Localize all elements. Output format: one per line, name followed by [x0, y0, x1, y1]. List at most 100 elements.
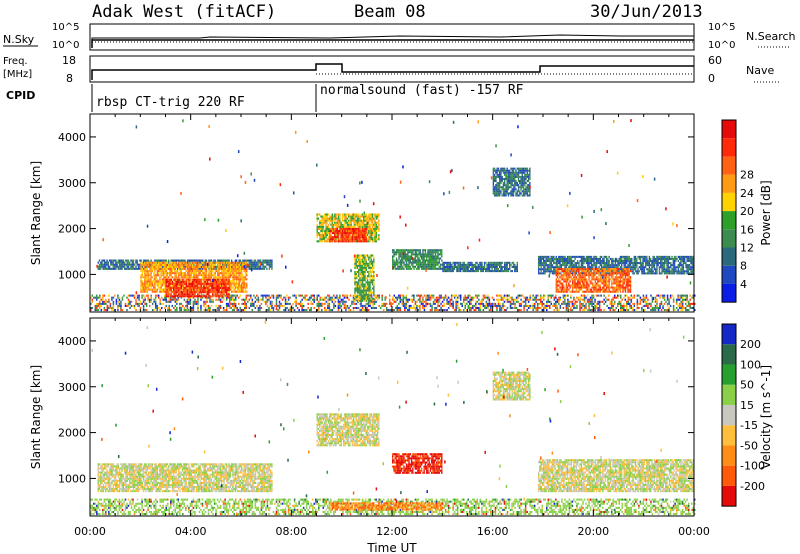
data-cell: [170, 280, 172, 283]
data-cell: [373, 277, 375, 280]
data-cell: [199, 295, 201, 298]
noise-cell: [127, 300, 130, 303]
data-cell: [358, 215, 360, 218]
data-cell: [214, 287, 216, 290]
noise-cell: [632, 309, 634, 312]
noise-cell: [333, 294, 335, 297]
noise-cell: [555, 306, 557, 310]
data-cell: [214, 259, 216, 262]
data-cell: [170, 272, 172, 275]
data-cell: [237, 290, 239, 293]
data-cell: [257, 261, 259, 264]
noise-cell: [583, 298, 586, 301]
noise-cell: [360, 304, 362, 307]
data-cell: [150, 268, 152, 271]
data-cell: [374, 236, 376, 239]
data-cell: [358, 268, 360, 271]
data-cell: [227, 268, 229, 271]
data-cell: [349, 225, 351, 228]
noise-cell: [438, 304, 441, 307]
data-cell: [243, 278, 245, 281]
noise-cell: [218, 298, 220, 301]
data-cell: [193, 287, 195, 290]
data-cell: [218, 272, 220, 275]
noise-cell: [464, 298, 466, 301]
noise-cell: [423, 306, 426, 310]
data-cell: [358, 217, 360, 220]
data-cell: [203, 272, 205, 275]
data-cell: [320, 227, 322, 230]
data-cell: [392, 257, 394, 260]
noise-cell: [580, 306, 583, 310]
data-cell: [217, 263, 219, 266]
data-cell: [370, 221, 373, 224]
noise-cell: [310, 300, 312, 303]
data-cell: [179, 291, 181, 294]
noise-cell: [102, 294, 104, 297]
noise-cell: [484, 294, 486, 297]
data-cell: [368, 291, 370, 294]
data-cell: [181, 278, 184, 281]
data-cell: [161, 280, 164, 283]
noise-cell: [343, 300, 346, 303]
data-cell: [188, 270, 190, 273]
data-cell: [98, 263, 101, 266]
data-cell: [176, 291, 179, 294]
data-cell: [354, 240, 356, 243]
data-cell: [244, 267, 247, 270]
data-cell: [160, 272, 162, 275]
noise-cell: [428, 298, 430, 301]
noise-cell: [497, 298, 500, 301]
noise-cell: [278, 296, 281, 299]
data-cell: [121, 261, 123, 264]
data-cell: [218, 280, 220, 283]
noise-cell: [452, 302, 454, 305]
noise-cell: [503, 294, 506, 297]
noise-cell: [401, 298, 403, 301]
data-cell: [340, 221, 342, 224]
noise-cell: [159, 298, 161, 301]
noise-cell: [686, 298, 688, 301]
noise-cell: [99, 304, 101, 307]
data-cell: [358, 223, 360, 226]
data-cell: [267, 263, 269, 266]
data-cell: [241, 278, 243, 281]
noise-cell: [295, 300, 297, 303]
data-cell: [239, 265, 242, 268]
data-cell: [173, 287, 175, 290]
data-cell: [200, 293, 203, 296]
noise-cell: [185, 300, 187, 303]
data-cell: [139, 263, 141, 266]
noise-cell: [438, 294, 441, 297]
data-cell: [180, 265, 182, 268]
noise-cell: [496, 309, 498, 312]
data-cell: [150, 288, 152, 291]
data-cell: [335, 229, 337, 233]
noise-cell: [469, 304, 471, 307]
data-cell: [325, 215, 327, 218]
data-cell: [224, 263, 227, 266]
data-cell: [199, 270, 201, 273]
noise-cell: [562, 306, 565, 310]
noise-cell: [680, 304, 682, 307]
noise-cell: [603, 298, 605, 301]
data-cell: [316, 236, 318, 239]
data-cell: [186, 291, 189, 294]
noise-cell: [579, 302, 581, 305]
noise-cell: [620, 306, 622, 310]
data-cell: [220, 284, 223, 288]
data-cell: [135, 265, 137, 268]
data-cell: [364, 232, 366, 235]
cpid-program-2: normalsound (fast) -157 RF: [320, 83, 524, 98]
noise-cell: [375, 296, 377, 299]
noise-cell: [659, 296, 661, 299]
data-cell: [210, 287, 213, 290]
data-cell: [241, 282, 243, 285]
data-cell: [98, 265, 101, 268]
data-cell: [227, 290, 229, 293]
data-cell: [359, 291, 361, 294]
noise-cell: [467, 306, 469, 310]
noise-cell: [321, 304, 323, 307]
data-cell: [103, 259, 106, 262]
noise-cell: [135, 298, 137, 301]
